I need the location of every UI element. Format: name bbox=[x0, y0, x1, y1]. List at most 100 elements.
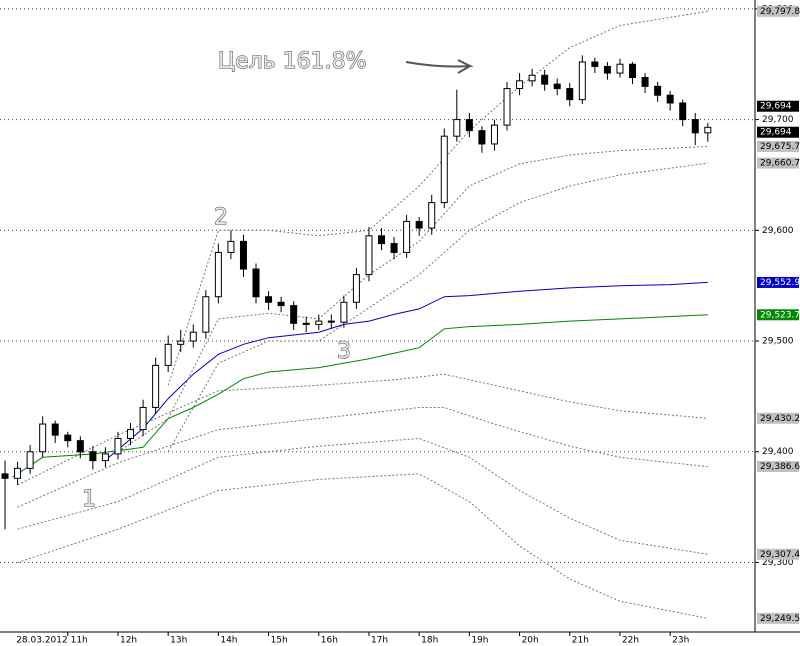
line-price-label-box bbox=[757, 412, 799, 424]
line-price-label: 29,307.4 bbox=[760, 550, 800, 560]
line-price-label-box bbox=[757, 157, 799, 169]
candle-body bbox=[516, 80, 524, 90]
candle-body bbox=[704, 126, 712, 134]
candle-body bbox=[415, 220, 423, 229]
candle-body bbox=[1, 473, 9, 479]
y-tick-label: 29,400 bbox=[762, 447, 794, 457]
candle-body bbox=[252, 268, 260, 298]
candle-body bbox=[378, 235, 386, 245]
y-tick-label: 29,300 bbox=[762, 558, 794, 568]
candle-body bbox=[239, 240, 247, 270]
candle-body bbox=[465, 119, 473, 132]
candle-body bbox=[277, 301, 285, 307]
annotation: Цель 161.8% bbox=[218, 49, 367, 74]
line-price-label: 29,797.8 bbox=[760, 7, 800, 17]
candle-body bbox=[528, 74, 536, 82]
x-tick-label: 15h bbox=[271, 636, 288, 646]
candle-body bbox=[189, 331, 197, 342]
candle-body bbox=[641, 77, 649, 87]
candle-body bbox=[553, 83, 561, 90]
line-price-label-box bbox=[757, 5, 799, 17]
candle-body bbox=[591, 61, 599, 67]
candle-body bbox=[164, 343, 172, 366]
candle-body bbox=[578, 61, 586, 101]
candle-body bbox=[64, 434, 72, 442]
candle-body bbox=[654, 85, 662, 96]
candle-body bbox=[227, 240, 235, 253]
line-price-label: 29,523.7 bbox=[760, 310, 800, 320]
candle-body bbox=[327, 320, 335, 323]
line-price-label: 29,249.5 bbox=[760, 614, 800, 624]
candle-body bbox=[503, 88, 511, 126]
average-line bbox=[12, 314, 708, 478]
candle-body bbox=[76, 440, 84, 453]
candle-body bbox=[629, 63, 637, 79]
line-price-label-box bbox=[757, 548, 799, 560]
candle-body bbox=[340, 301, 348, 323]
line-price-label: 29,386.6 bbox=[760, 462, 800, 472]
x-tick-label: 13h bbox=[170, 636, 187, 646]
line-price-label-box bbox=[757, 276, 799, 288]
y-tick-label: 29,600 bbox=[762, 226, 794, 236]
line-price-label: 29,660.7 bbox=[760, 159, 800, 169]
annotation: 1 bbox=[82, 487, 96, 512]
x-tick-label: 17h bbox=[371, 636, 388, 646]
x-tick-label: 22h bbox=[622, 636, 639, 646]
average-line bbox=[104, 281, 708, 461]
band-line bbox=[167, 162, 708, 452]
candle-body bbox=[114, 437, 122, 455]
candle-body bbox=[139, 406, 147, 431]
line-price-label: 29,430.2 bbox=[760, 414, 800, 424]
x-tick-label: 28.03.2012 11h bbox=[16, 636, 88, 646]
annotation: 2 bbox=[214, 205, 228, 230]
candle-body bbox=[566, 88, 574, 101]
candle-body bbox=[603, 65, 611, 74]
candle-body bbox=[352, 274, 360, 303]
candle-body bbox=[202, 296, 210, 333]
line-price-label-box bbox=[757, 612, 799, 624]
x-tick-label: 23h bbox=[672, 636, 689, 646]
line-price-label: 29,552.9 bbox=[760, 278, 800, 288]
line-price-label-box bbox=[757, 140, 799, 152]
band-line bbox=[167, 10, 708, 386]
candle-body bbox=[315, 320, 323, 325]
x-tick-label: 21h bbox=[572, 636, 589, 646]
candle-body bbox=[265, 296, 273, 303]
candle-body bbox=[214, 251, 222, 298]
last-price-label-box bbox=[757, 126, 799, 138]
candle-body bbox=[478, 130, 486, 145]
candle-body bbox=[290, 305, 298, 324]
candle-body bbox=[26, 451, 34, 469]
x-tick-label: 14h bbox=[220, 636, 237, 646]
candle-body bbox=[679, 102, 687, 121]
candle-body bbox=[14, 467, 22, 479]
candle-body bbox=[101, 453, 109, 462]
last-price-label-box bbox=[757, 100, 799, 112]
candle-body bbox=[177, 340, 185, 345]
candle-body bbox=[390, 243, 398, 253]
candle-body bbox=[666, 94, 674, 104]
last-price-label: 29,694 bbox=[760, 102, 792, 112]
x-tick-label: 20h bbox=[522, 636, 539, 646]
last-price-label: 29,694 bbox=[760, 128, 792, 138]
y-tick-label: 29,500 bbox=[762, 337, 794, 347]
candle-body bbox=[691, 119, 699, 134]
candle-body bbox=[541, 74, 549, 85]
candle-body bbox=[453, 119, 461, 137]
candle-body bbox=[89, 451, 97, 462]
x-tick-label: 19h bbox=[471, 636, 488, 646]
candle-body bbox=[490, 124, 498, 145]
candle-body bbox=[440, 135, 448, 204]
x-tick-label: 16h bbox=[321, 636, 338, 646]
candle-body bbox=[39, 423, 47, 453]
candle-body bbox=[302, 322, 310, 325]
candle-body bbox=[365, 235, 373, 276]
x-tick-label: 12h bbox=[120, 636, 137, 646]
x-tick-label: 18h bbox=[421, 636, 438, 646]
candle-body bbox=[152, 364, 160, 408]
target-arrow bbox=[405, 59, 474, 74]
candle-body bbox=[403, 220, 411, 253]
line-price-label: 29,675.7 bbox=[760, 142, 800, 152]
